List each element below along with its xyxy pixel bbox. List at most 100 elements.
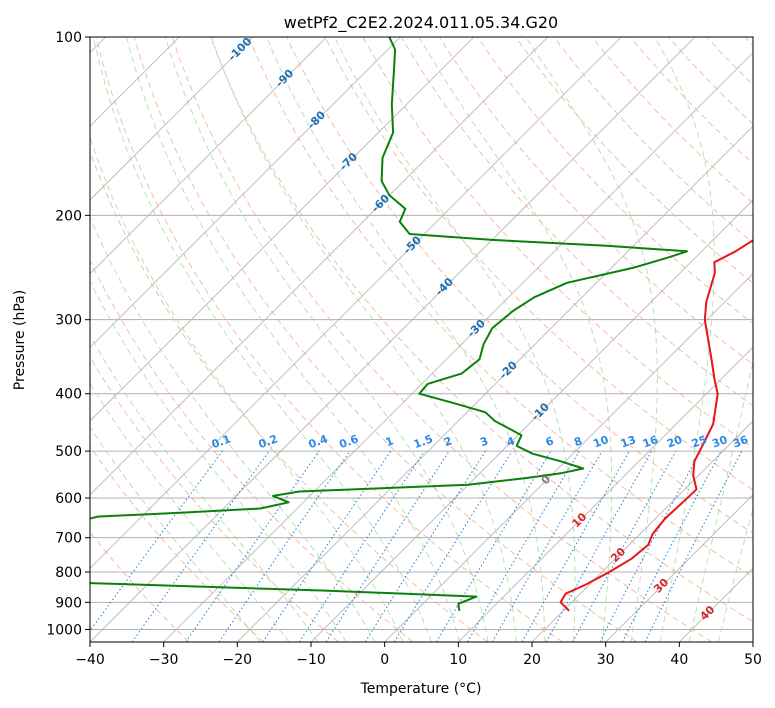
plot-frame xyxy=(89,36,754,643)
mixing-ratio-line xyxy=(467,450,580,642)
isotherm-label: -90 xyxy=(273,66,296,89)
dry-adiabat xyxy=(591,37,753,204)
dry-adiabat xyxy=(90,445,264,642)
dry-adiabat xyxy=(439,37,753,365)
y-tick-label: 900 xyxy=(55,595,82,611)
moist-adiabat xyxy=(717,506,753,642)
mixing-ratio-label: 6 xyxy=(544,434,556,449)
isotherm-line xyxy=(531,420,753,642)
mixing-ratio-label: 0.6 xyxy=(338,432,361,451)
mixing-ratio-line xyxy=(435,450,552,642)
moist-adiabat xyxy=(90,426,261,642)
dry-adiabat xyxy=(286,37,753,534)
isotherm-line xyxy=(90,37,254,201)
mixing-ratio-label: 20 xyxy=(665,433,684,451)
isotherm-line xyxy=(310,199,753,642)
background-lines xyxy=(90,37,753,642)
dry-adiabat xyxy=(248,37,753,578)
x-tick-label: −40 xyxy=(75,652,105,668)
mixing-ratio-line xyxy=(393,450,513,642)
isotherm-label: -30 xyxy=(465,317,488,340)
isotherm-label: -20 xyxy=(497,358,520,381)
y-tick-label: 100 xyxy=(55,30,82,46)
dry-adiabat xyxy=(90,531,190,642)
mixing-ratio-label: 16 xyxy=(641,433,660,451)
isotherm-label: -70 xyxy=(337,150,360,173)
mixing-ratio-line xyxy=(262,450,392,642)
mixing-ratio-label: 13 xyxy=(619,433,638,450)
moist-adiabat xyxy=(90,382,290,642)
dry-adiabat xyxy=(90,356,339,642)
dry-adiabat xyxy=(553,37,753,244)
mixing-ratio-label: 10 xyxy=(591,433,610,451)
isotherm-line xyxy=(237,125,753,642)
mixing-ratio-label: 30 xyxy=(710,433,729,451)
mixing-ratio-line xyxy=(325,450,450,642)
moist-adiabat xyxy=(525,37,658,642)
temperature-line xyxy=(559,239,753,612)
moist-adiabat xyxy=(164,37,489,642)
moist-adiabat xyxy=(90,334,319,642)
mixing-ratio-label: 25 xyxy=(690,433,709,450)
isotherm-label: -50 xyxy=(401,233,424,256)
x-axis-title: Temperature (°C) xyxy=(360,681,482,697)
dewpoint-line-upper xyxy=(90,37,688,520)
moist-adiabat xyxy=(688,359,753,642)
y-tick-label: 600 xyxy=(55,491,82,507)
dry-adiabat xyxy=(90,150,488,642)
x-tick-label: −30 xyxy=(149,652,179,668)
dry-adiabat xyxy=(706,37,753,86)
dry-adiabat xyxy=(744,37,753,47)
isotherm-label: -80 xyxy=(305,108,328,131)
mixing-ratio-line xyxy=(521,450,630,642)
isotherm-line xyxy=(90,37,475,422)
dry-adiabat xyxy=(668,37,753,125)
moist-adiabat xyxy=(266,37,546,642)
moist-adiabat xyxy=(418,37,613,642)
mixing-ratio-label: 3 xyxy=(478,434,490,449)
isotherm-line xyxy=(163,52,753,642)
mixing-ratio-line xyxy=(545,450,653,642)
mixing-ratio-label: 2 xyxy=(442,434,454,449)
mixing-ratio-label: 0.2 xyxy=(257,432,280,451)
mixing-ratio-line xyxy=(131,450,270,642)
isotherm-line xyxy=(458,346,753,642)
y-tick-label: 500 xyxy=(55,444,82,460)
y-axis-title: Pressure (hPa) xyxy=(12,290,28,390)
x-tick-label: 10 xyxy=(449,652,467,668)
isotherm-label: -40 xyxy=(433,275,456,298)
x-tick-label: 40 xyxy=(670,652,688,668)
isotherm-line xyxy=(605,494,753,642)
isotherm-line xyxy=(90,37,548,496)
moist-adiabat xyxy=(90,216,376,642)
isotherm-label: -10 xyxy=(529,400,552,423)
dry-adiabat xyxy=(90,259,414,642)
mixing-ratio-label: 4 xyxy=(505,434,517,449)
dry-adiabat xyxy=(477,37,753,325)
mixing-ratio-label: 0.1 xyxy=(210,432,233,451)
isotherm-line xyxy=(384,273,753,642)
mixing-ratio-label: 1 xyxy=(384,434,396,449)
mixing-ratio-line xyxy=(90,450,223,632)
dry-adiabat xyxy=(362,37,753,449)
moist-adiabat xyxy=(654,37,715,642)
y-tick-label: 400 xyxy=(55,387,82,403)
x-tick-label: 50 xyxy=(744,652,762,668)
dry-adiabat xyxy=(515,37,753,284)
isotherm-line xyxy=(90,37,327,275)
x-tick-label: −20 xyxy=(223,652,253,668)
mixing-ratio-line xyxy=(218,450,351,642)
series-layer xyxy=(90,37,753,612)
mixing-ratio-label: 0.4 xyxy=(307,432,330,451)
isotherm-line xyxy=(90,37,696,642)
moist-adiabat xyxy=(334,37,576,642)
x-tick-label: 20 xyxy=(523,652,541,668)
x-axis: −40 −30 −20 −10 0 10 20 30 40 50 xyxy=(75,642,762,668)
mixing-ratio-line xyxy=(185,450,320,642)
mixing-ratio-line xyxy=(644,450,743,642)
y-tick-label: 700 xyxy=(55,531,82,547)
moist-adiabat xyxy=(90,135,404,642)
isotherm-line xyxy=(90,37,622,569)
isotherm-label: 10 xyxy=(569,510,589,530)
